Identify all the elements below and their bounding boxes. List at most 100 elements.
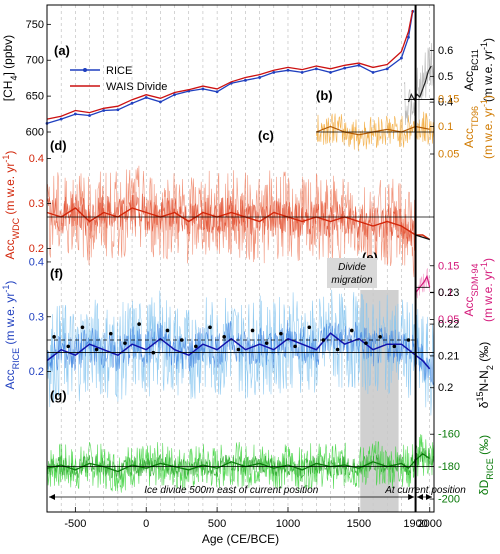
d15n-point — [108, 331, 113, 336]
rice-point — [159, 100, 162, 104]
f-inner-band — [46, 319, 434, 385]
legend-wais-label: WAIS Divide — [106, 81, 167, 93]
d15n-point — [250, 328, 255, 333]
d15n-point — [279, 331, 283, 336]
axes-layer — [46, 4, 435, 513]
a-series-0 — [46, 11, 414, 125]
g-tick-label: -180 — [438, 461, 460, 473]
b-annual-band — [403, 42, 434, 127]
d15n-point — [66, 344, 71, 349]
d15n-point — [335, 347, 340, 352]
x-tick-label: -500 — [64, 518, 86, 530]
x-tick-label: 1500 — [347, 518, 371, 530]
d15n-point — [80, 325, 85, 330]
g-inner-band — [46, 447, 434, 480]
ylabel-acc-bc11: AccBC11 — [462, 49, 480, 91]
arrow-head-right — [408, 494, 415, 500]
d15n-point — [406, 338, 411, 342]
d15n-point — [392, 344, 397, 349]
ylabel-acc-bc11-units: (m w.e. yr-1) — [479, 38, 495, 102]
rice-point — [215, 90, 219, 94]
a-tick-label: 650 — [26, 91, 44, 103]
text-layer: 6006507007500.20.30.40.20.30.40.40.50.60… — [1, 19, 495, 546]
ylabel-acc-sdm94-units: (m w.e. yr-1) — [479, 258, 495, 322]
e-series-line — [415, 274, 431, 294]
d15n-point — [123, 341, 127, 345]
rice-point — [88, 114, 91, 117]
e-tick-label: 0.1 — [438, 287, 453, 299]
g-annual-band — [46, 434, 434, 493]
arrow-head-right-2 — [426, 494, 432, 500]
panel-label-a: (a) — [54, 43, 70, 58]
uncertainty-bands — [46, 42, 434, 493]
d-recent-line — [415, 234, 430, 241]
c-tick-label: 0.05 — [438, 149, 459, 161]
g-series-line — [46, 452, 431, 473]
divide-migration-label-2: migration — [331, 275, 373, 286]
rice-point — [201, 87, 205, 91]
g-tick-label: -200 — [438, 494, 460, 506]
rice-point — [272, 71, 276, 74]
rice-point — [130, 101, 134, 105]
f_d15N-tick-label: 0.22 — [438, 319, 459, 331]
a-tick-label: 600 — [26, 127, 44, 139]
d15n-point — [236, 347, 241, 352]
arrow-head-left-2 — [416, 494, 423, 500]
rice-point — [286, 68, 290, 72]
divide-migration-label-1: Divide — [338, 262, 366, 273]
d15n-point — [264, 341, 269, 345]
d15n-point — [194, 344, 198, 349]
rice-point — [73, 112, 77, 116]
x-tick-label: 1000 — [276, 518, 300, 530]
rice-point — [102, 109, 106, 112]
f-tick-label: 0.2 — [29, 366, 44, 378]
rice-point — [343, 66, 347, 70]
x-tick-label: 1900 — [403, 518, 427, 530]
d-tick-label: 0.4 — [29, 153, 44, 165]
legend-rice-label: RICE — [106, 65, 132, 77]
ylabel-ch4: [CH4] (ppbv) — [1, 35, 19, 101]
rice-point — [399, 56, 403, 60]
f-tick-label: 0.4 — [29, 256, 44, 268]
ylabel-dd-rice: δDRICE (‰) — [477, 435, 495, 495]
ylabel-acc-td96-units: (m w.e. yr-1) — [479, 95, 495, 159]
e-tick-label: 0.05 — [438, 314, 459, 326]
d15n-point — [307, 325, 312, 330]
d15n-point — [378, 335, 382, 339]
arrow-head-left — [49, 494, 55, 500]
d15n-point — [293, 344, 297, 349]
f-tick-label: 0.3 — [29, 311, 44, 323]
ice-divide-text: Ice divide 500m east of current position — [144, 485, 318, 496]
d15n-point — [208, 325, 212, 330]
ylabel-d15n: δ15N-N2 (‰) — [475, 342, 495, 408]
b-series-line — [407, 65, 432, 103]
ylabel-acc-rice: AccRICE (m w.e. yr-1) — [1, 281, 21, 390]
rice-point — [116, 108, 120, 112]
b-tick-label: 0.6 — [438, 45, 453, 57]
f_d15N-tick-label: 0.21 — [438, 350, 459, 362]
d-tick-label: 0.2 — [29, 243, 44, 255]
plot-frame — [46, 4, 435, 513]
c-tick-label: 0.15 — [438, 94, 459, 106]
c-tick-label: 0.1 — [438, 121, 453, 133]
x-tick-label: 500 — [208, 518, 226, 530]
rice-point — [385, 67, 389, 71]
divide-migration-label-box — [327, 258, 377, 288]
ylabel-acc-sdm94: AccSDM-94 — [462, 263, 480, 316]
ylabel-acc-wdc: AccWDC (m w.e. yr-1) — [1, 151, 21, 260]
legend-rice-marker — [83, 68, 87, 72]
f-annual-band — [46, 289, 434, 416]
b-tick-label: 0.4 — [438, 97, 453, 109]
d15n-point — [165, 328, 170, 333]
f_d15N-tick-label: 0.23 — [438, 287, 459, 299]
panel-label-b: (b) — [316, 88, 333, 103]
d15n-point — [52, 335, 56, 339]
a-series-1 — [46, 9, 414, 120]
d15n-point — [137, 322, 141, 326]
series-lines — [45, 9, 432, 473]
rice-point — [329, 71, 332, 74]
d15n-point — [349, 328, 354, 333]
rice-point — [244, 78, 247, 82]
f-series-line — [46, 332, 431, 370]
